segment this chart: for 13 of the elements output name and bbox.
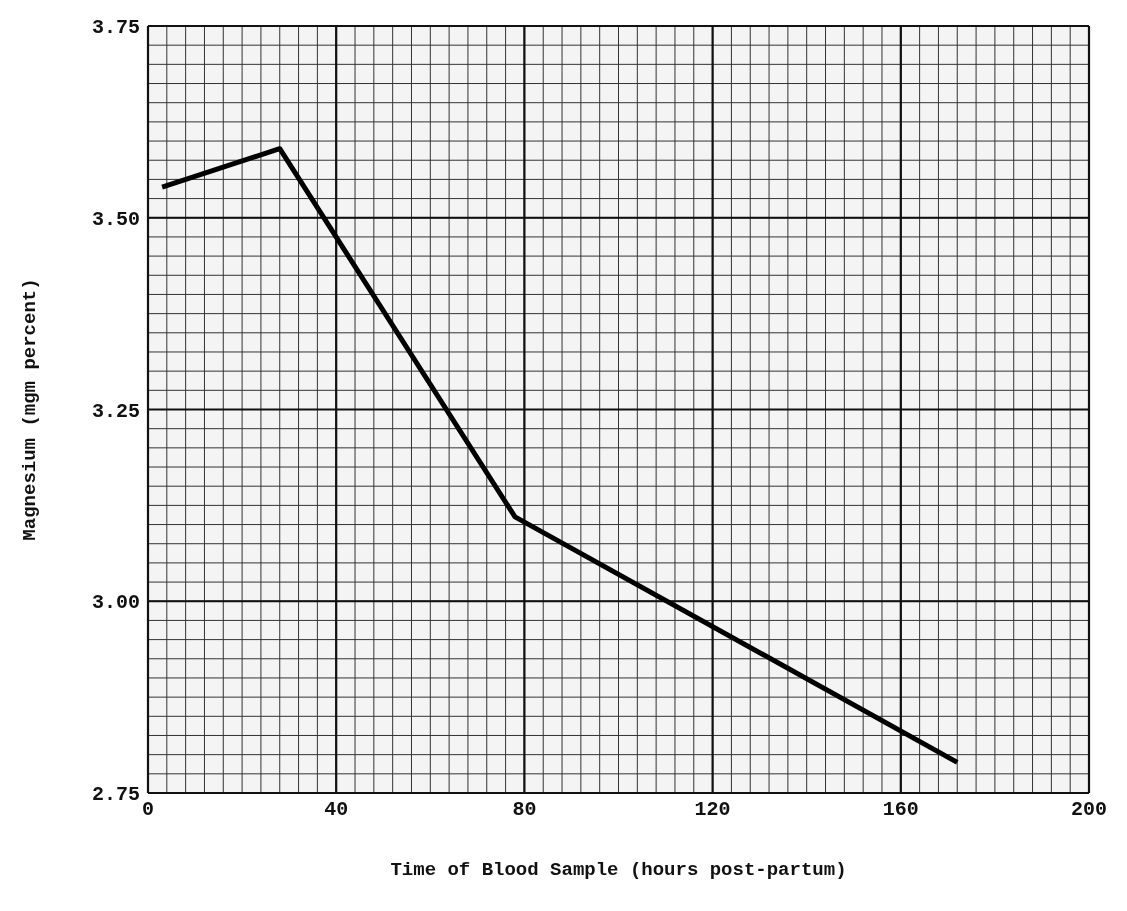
y-tick-label: 3.75: [91, 16, 140, 40]
y-tick-label: 3.25: [91, 399, 140, 423]
y-tick-label: 2.75: [91, 783, 140, 807]
y-tick-label: 3.00: [91, 591, 140, 615]
y-axis-title: Magnesium (mgm percent): [18, 278, 41, 541]
x-tick-label: 0: [141, 798, 155, 822]
x-axis-title: Time of Blood Sample (hours post-partum): [390, 859, 847, 881]
x-tick-label: 160: [882, 798, 919, 822]
x-tick-label: 200: [1070, 798, 1108, 822]
x-tick-label: 40: [324, 798, 349, 822]
x-tick-label: 80: [512, 798, 537, 822]
x-tick-label: 120: [694, 798, 731, 822]
y-tick-label: 3.50: [91, 207, 140, 231]
